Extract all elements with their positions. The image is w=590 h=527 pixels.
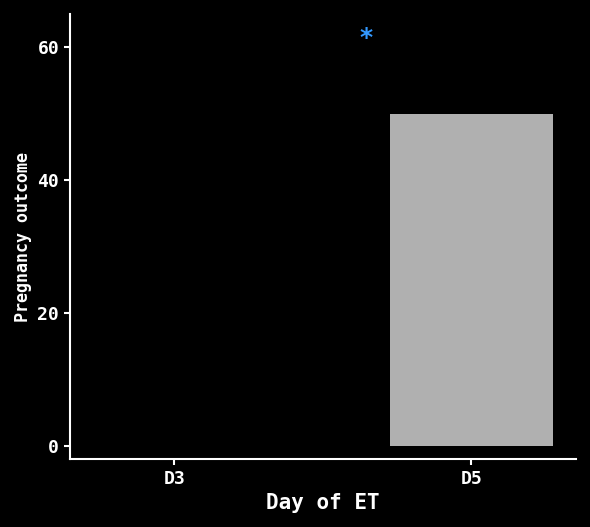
Y-axis label: Pregnancy outcome: Pregnancy outcome (14, 152, 32, 321)
Text: *: * (358, 26, 373, 51)
Bar (390, 114, 553, 446)
X-axis label: Day of ET: Day of ET (266, 493, 380, 513)
